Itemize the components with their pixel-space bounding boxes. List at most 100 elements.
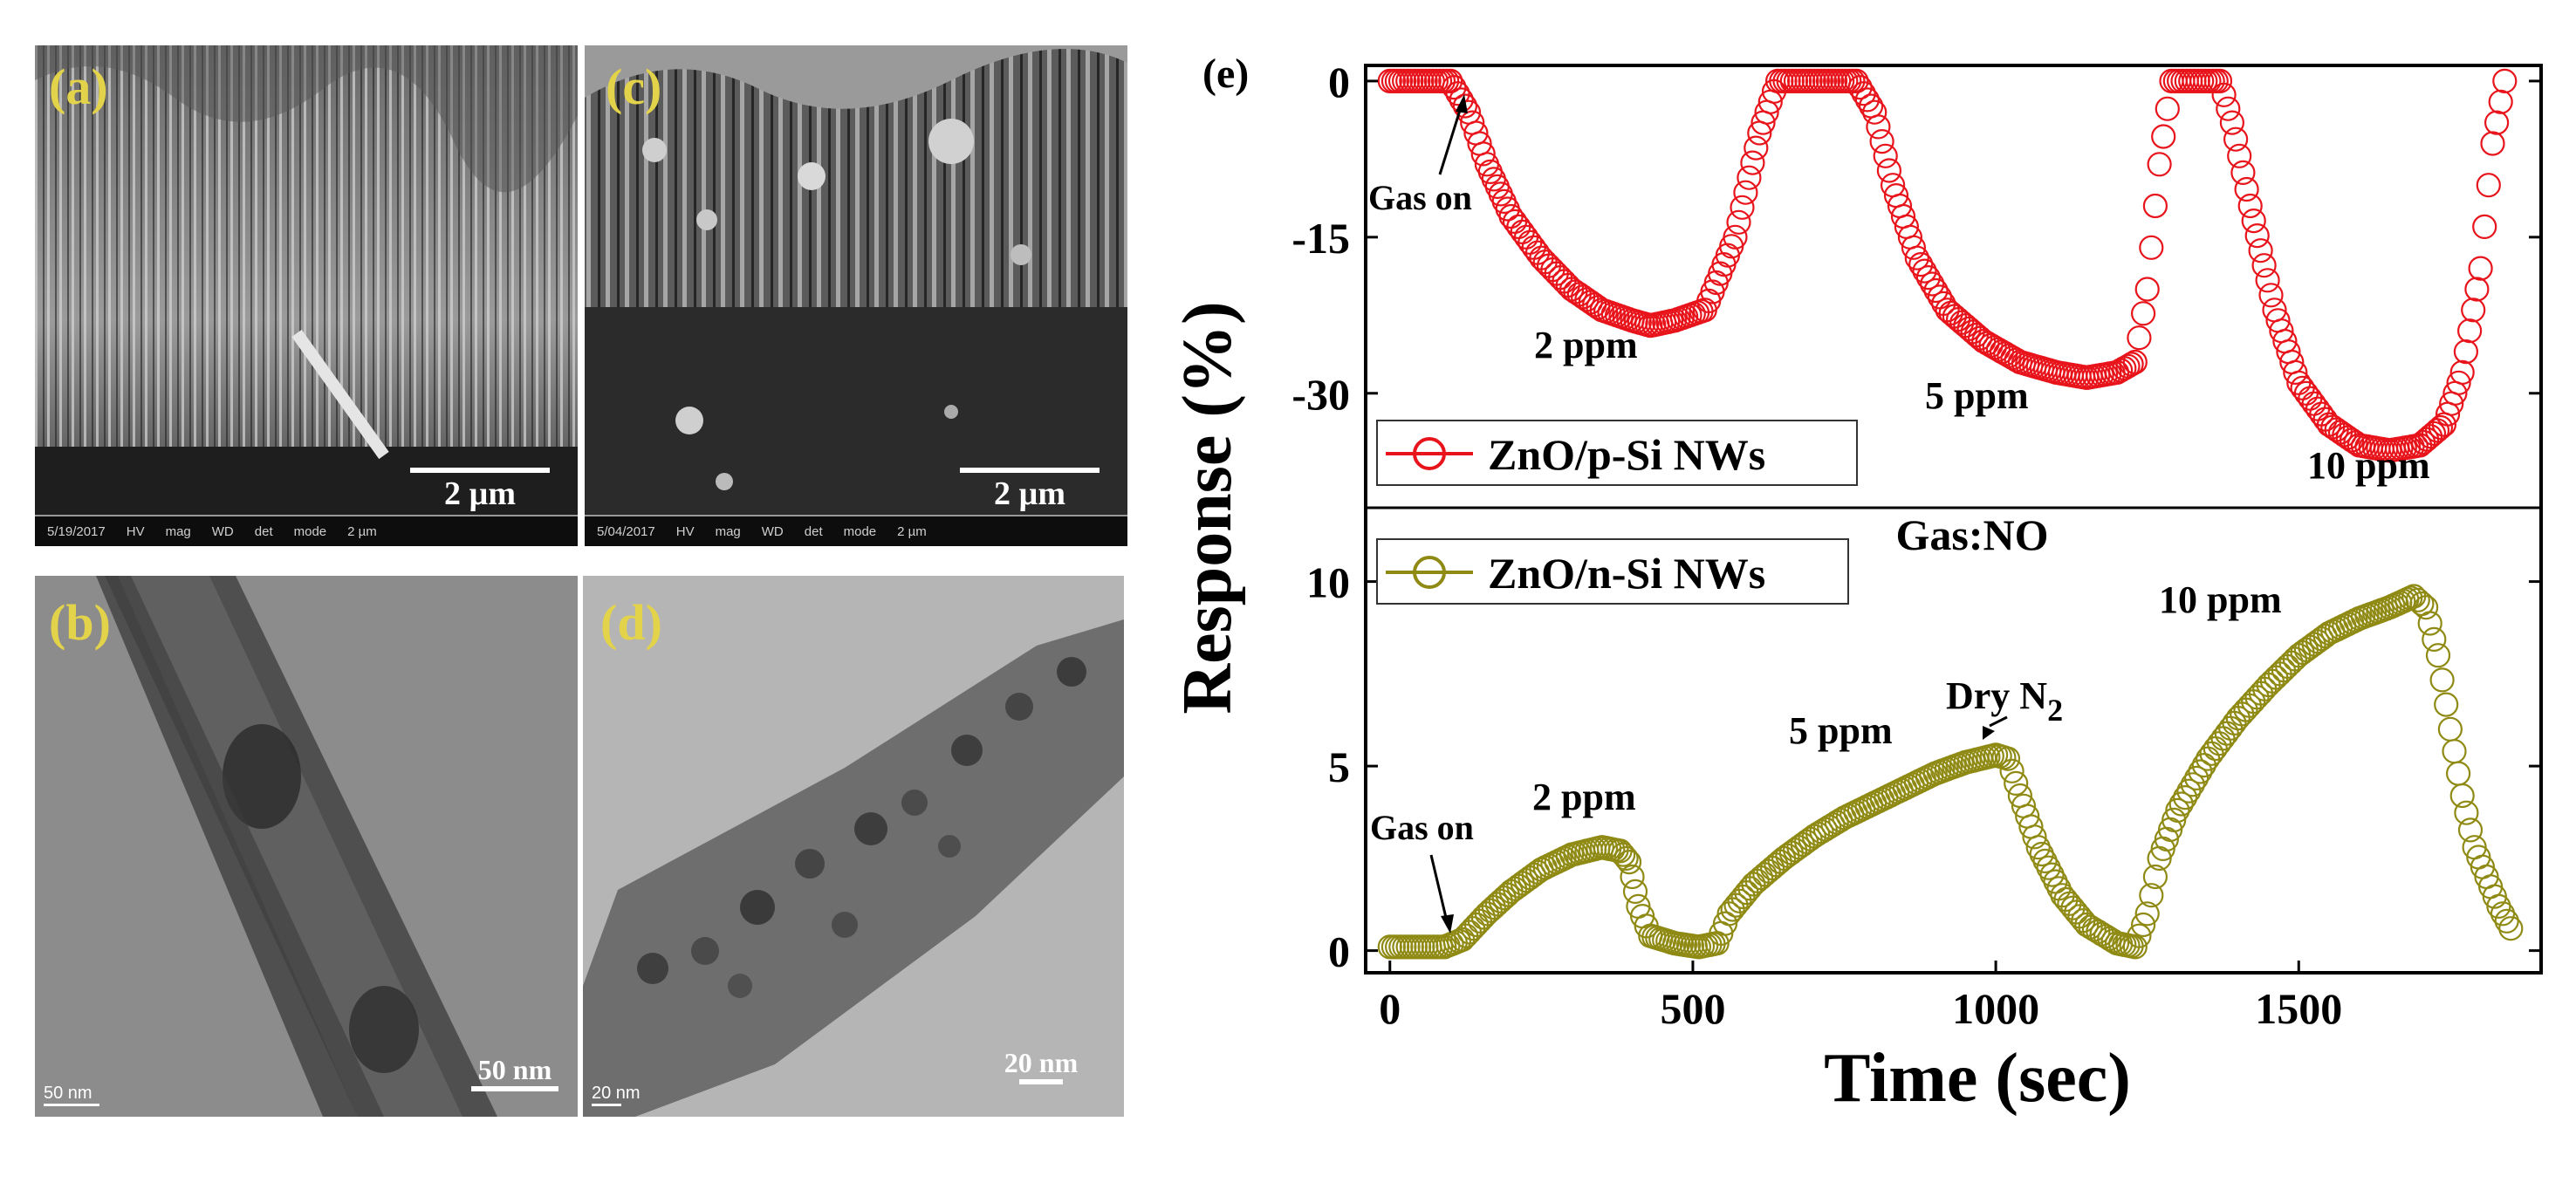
bottom-series-group (1377, 584, 2524, 960)
top-series-point (1873, 143, 1898, 168)
scale-label-d: 20 nm (1004, 1047, 1079, 1078)
bottom-series-point (2417, 611, 2442, 636)
bottom-series-point (2134, 901, 2160, 927)
bottom-annot-2ppm: 2 ppm (1532, 776, 1636, 818)
bottom-series-point (2429, 667, 2455, 693)
top-series-point (2223, 127, 2249, 152)
bottom-series-point (2486, 893, 2511, 920)
top-series-point (2244, 223, 2270, 249)
scale-small-bar-d (592, 1104, 621, 1106)
panel-label-d: (d) (600, 594, 662, 651)
top-series-point (2449, 359, 2475, 385)
bottom-series-point (2405, 587, 2430, 612)
top-annot-5ppm: 5 ppm (1925, 374, 2029, 417)
top-series-point (2251, 253, 2277, 278)
bottom-series-point (2139, 883, 2164, 908)
meta-a-5: mode (293, 523, 327, 539)
scale-label-c: 2 µm (993, 475, 1066, 512)
bottom-series-point (2434, 692, 2459, 717)
top-series-point (2142, 193, 2168, 219)
scale-bar-b: 50 nm (471, 1054, 558, 1091)
top-annot-gas-on: Gas on (1368, 178, 1472, 217)
top-annot-2ppm: 2 ppm (1534, 324, 1638, 366)
top-series-point (2134, 277, 2160, 302)
scale-small-label-d: 20 nm (592, 1084, 641, 1103)
top-series-point (2241, 209, 2266, 234)
meta-c-3: WD (761, 523, 784, 539)
legend-bottom: ZnO/n-Si NWs (1376, 538, 1849, 605)
bottom-y-tick-label: 0 (1328, 927, 1350, 976)
bottom-series-point (2184, 765, 2209, 791)
bottom-series-point (2176, 778, 2202, 804)
chart-panel-label: (e) (1202, 51, 1249, 97)
top-series-group (1377, 68, 2518, 463)
meta-c-5: mode (843, 523, 877, 539)
sem-image-c: (c) 2 µm 5/04/2017 HV mag WD det mode 2 … (585, 45, 1127, 546)
top-series-point (1452, 93, 1478, 119)
legend-top-marker (1413, 437, 1446, 470)
tem-nanowire-b-graphic (35, 576, 578, 1117)
scale-small-bar-b (44, 1104, 99, 1106)
bottom-series-point (1999, 758, 2024, 783)
bottom-annot-5ppm: 5 ppm (1789, 709, 1893, 752)
top-y-tick-label: 0 (1328, 58, 1350, 106)
legend-top-label: ZnO/p-Si NWs (1488, 430, 1765, 479)
legend-bottom-label: ZnO/n-Si NWs (1488, 549, 1765, 598)
chart-ylabel: Response (%) (1169, 301, 1246, 714)
top-series-point (2258, 283, 2284, 308)
axis-ticks-group: 0 500 1000 1500 0 -15 -30 0 5 10 (1291, 58, 2541, 1033)
meta-c-1: HV (675, 523, 695, 539)
x-tick-label: 500 (1660, 984, 1725, 1033)
tem-nanoparticles-d-graphic (583, 576, 1124, 1117)
panel-label-c: (c) (606, 58, 662, 115)
bottom-y-tick-label: 10 (1306, 558, 1350, 607)
top-series-point (1866, 114, 1891, 140)
bottom-series-point (1824, 810, 1849, 835)
bottom-annot-dry-n2: Dry N2 (1946, 674, 2063, 728)
top-series-point (2227, 143, 2252, 168)
top-series-point (1912, 258, 1937, 284)
top-series-point (2122, 349, 2148, 375)
top-y-tick-label: -15 (1291, 214, 1350, 263)
bottom-series-point (2494, 908, 2519, 934)
bottom-series-point (2446, 761, 2471, 786)
bottom-annot-gas-on-arrowhead (1441, 914, 1454, 934)
top-series-point (1869, 129, 1894, 154)
top-series-point (2230, 160, 2256, 185)
scale-bar-c: 2 µm (960, 468, 1100, 513)
meta-a-0: 5/19/2017 (47, 523, 106, 539)
sem-meta-bar-c: 5/04/2017 HV mag WD det mode 2 µm (585, 515, 1127, 546)
bottom-series-point (1622, 879, 1648, 905)
bottom-series-point (1613, 845, 1639, 872)
top-series-point (2000, 345, 2025, 371)
top-series-point (1744, 135, 1769, 161)
bottom-series-point (2142, 864, 2168, 890)
bottom-series-point (2442, 739, 2467, 764)
tem-image-b: (b) 50 nm 50 nm (35, 576, 578, 1117)
tem-image-d: (d) 20 nm 20 nm (583, 576, 1124, 1117)
meta-a-2: mag (165, 523, 191, 539)
bottom-series-point (1995, 746, 2021, 771)
bottom-series-point (2022, 824, 2047, 850)
top-series-point (1854, 87, 1880, 113)
top-series-point (2248, 238, 2273, 263)
scale-bar-c-line (960, 468, 1100, 473)
top-annot-gas-on-arrow (1438, 104, 1463, 175)
top-series-point (2283, 359, 2308, 385)
meta-a-3: WD (211, 523, 234, 539)
top-series-point (2446, 370, 2471, 395)
bottom-series-point (2127, 923, 2152, 948)
bottom-series-point (2454, 800, 2479, 825)
top-annot-gas-on-arrowhead (1456, 94, 1468, 113)
scale-small-b: 50 nm (44, 1084, 99, 1106)
top-series-point (2115, 353, 2141, 379)
top-series-point (2216, 96, 2241, 121)
bottom-series-point (2131, 912, 2156, 938)
meta-c-0: 5/04/2017 (597, 523, 655, 539)
top-series-point (1470, 141, 1496, 167)
scale-bar-d-line (1019, 1079, 1063, 1084)
meta-a-1: HV (126, 523, 145, 539)
plot-frame (1364, 64, 2543, 975)
top-annot-10ppm: 10 ppm (2307, 444, 2430, 487)
panel-label-a: (a) (49, 58, 108, 115)
